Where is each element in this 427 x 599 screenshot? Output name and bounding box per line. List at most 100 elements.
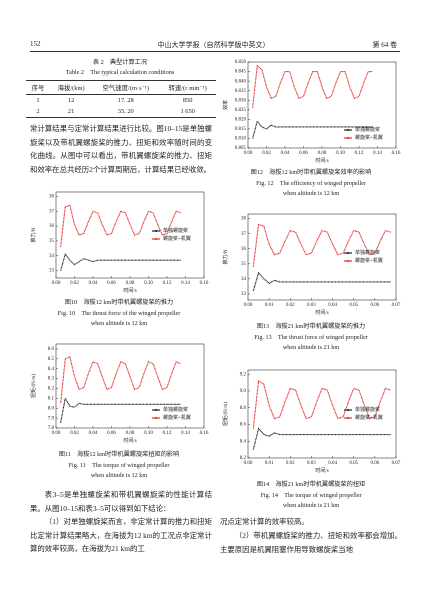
x-tick-label: 0.06 [107, 281, 116, 286]
cell: 21 [67, 108, 75, 115]
caption: 图10 海拔12 km时带机翼螺旋桨的推力 [64, 299, 174, 306]
caption-en: Fig. 10 The thrust force of the winged p… [57, 310, 181, 317]
x-tick-label: 0.14 [181, 431, 190, 436]
y-tick-label: 36 [49, 224, 55, 229]
legend-marker [347, 129, 349, 131]
series-line [252, 427, 391, 450]
y-axis-label: 效率 [222, 100, 229, 110]
y-tick-label: 35 [49, 239, 55, 244]
legend-label: 单独螺旋桨 [355, 249, 380, 256]
x-tick-label: 0.00 [244, 461, 253, 466]
legend-label: 螺旋桨+机翼 [163, 414, 191, 421]
y-tick-label: 8.1 [48, 396, 55, 401]
x-tick-label: 0.08 [126, 281, 135, 286]
x-tick-label: 0.06 [370, 303, 379, 308]
column-header: 海拔/(km) [57, 85, 85, 92]
caption-en: when altitude is 12 km [282, 190, 340, 197]
x-tick-label: 0.07 [392, 461, 401, 466]
series-line [60, 204, 182, 247]
legend-marker [347, 409, 349, 411]
y-tick-label: 0.805 [235, 146, 247, 151]
chart: 33 34 35 36 37 38 0.00 0.02 0.04 0.06 0.08 0.10 0.12… [30, 191, 209, 294]
x-tick-label: 0.04 [89, 431, 98, 436]
x-tick-label: 0.01 [265, 303, 274, 308]
volume: 第 64 卷 [372, 41, 398, 49]
y-tick-label: 8.8 [240, 406, 247, 411]
chart: 8.2 8.4 8.6 8.8 9.0 9.2 0.00 0.01 0.02 0.03 0.04 0.… [222, 369, 401, 474]
y-tick-label: 8.2 [48, 387, 55, 392]
series-line [252, 223, 391, 267]
caption-en: Fig. 12 The efficiency of winged propell… [256, 180, 366, 187]
y-tick-label: 7.9 [48, 416, 55, 421]
series-line [252, 64, 373, 108]
y-axis-label: 推力/N [222, 249, 229, 264]
y-tick-label: 33 [241, 292, 247, 297]
x-tick-label: 0.03 [307, 303, 316, 308]
caption-en: when altitude is 12 km [90, 472, 148, 479]
caption-en: when altitude is 21 km [282, 502, 340, 509]
x-tick-label: 0.05 [349, 303, 358, 308]
x-axis-label: 时间/s [315, 157, 328, 164]
legend-label: 单独螺旋桨 [163, 227, 188, 234]
y-tick-label: 8.6 [48, 347, 55, 352]
x-tick-label: 0.08 [318, 151, 327, 156]
y-tick-label: 0.845 [235, 70, 247, 75]
paragraph: （1）对单独螺旋桨而言，非定常计算的推力和扭矩比定常计算结果略大，在海拔为12 … [30, 517, 212, 553]
y-tick-label: 0.825 [235, 108, 247, 113]
x-tick-label: 0.04 [281, 151, 290, 156]
y-tick-label: 8.2 [240, 456, 247, 461]
x-tick-label: 0.02 [70, 431, 79, 436]
y-tick-label: 8.3 [48, 377, 55, 382]
series-line [60, 253, 181, 271]
y-axis-label: 推力/N [30, 227, 37, 242]
table-title-en: Table 2 The typical calculation conditio… [65, 69, 175, 76]
x-tick-label: 0.16 [200, 281, 209, 286]
y-tick-label: 0.810 [235, 137, 247, 142]
x-tick-label: 0.10 [144, 281, 153, 286]
x-tick-label: 0.05 [349, 461, 358, 466]
y-tick-label: 37 [241, 232, 247, 237]
chart: 7.8 7.9 8.0 8.1 8.2 8.3 8.4 8.5 8.6 0.00 0.02 0.04 0… [30, 343, 209, 444]
cell: 35. 20 [117, 108, 134, 115]
x-tick-label: 0.00 [244, 303, 253, 308]
y-tick-label: 9.2 [240, 372, 247, 377]
table: 序号 海拔/(km) 空气速度/(m·s⁻¹) 转速/(r·min⁻¹) 1 12… [26, 80, 216, 118]
y-tick-label: 0.820 [235, 117, 247, 122]
x-tick-label: 0.10 [144, 431, 153, 436]
x-tick-label: 0.00 [244, 151, 253, 156]
x-tick-label: 0.16 [392, 151, 401, 156]
x-tick-label: 0.00 [52, 431, 61, 436]
x-tick-label: 0.03 [307, 461, 316, 466]
x-tick-label: 0.02 [286, 461, 295, 466]
y-tick-label: 38 [49, 195, 55, 200]
x-tick-label: 0.12 [163, 431, 172, 436]
y-tick-label: 37 [49, 209, 55, 214]
x-tick-label: 0.08 [126, 431, 135, 436]
y-tick-label: 35 [241, 262, 247, 267]
x-tick-label: 0.06 [107, 431, 116, 436]
x-axis-label: 时间/s [315, 467, 328, 474]
cell: 17. 28 [117, 97, 134, 104]
x-axis-label: 时间/s [123, 437, 136, 444]
chart: 0.805 0.810 0.815 0.820 0.825 0.830 0.835 0.840… [222, 60, 401, 164]
series-line [60, 356, 182, 404]
y-tick-label: 34 [241, 277, 247, 282]
paragraph: （2）带机翼螺旋桨的推力、扭矩和效率都会增加。主要原因是机翼阻塞作用导致螺旋桨当… [220, 531, 402, 554]
y-tick-label: 8.4 [240, 439, 247, 444]
y-tick-label: 36 [241, 247, 247, 252]
x-tick-label: 0.04 [328, 303, 337, 308]
cell: 12 [67, 97, 75, 104]
x-axis-label: 时间/s [315, 309, 328, 316]
cell: 850 [182, 97, 193, 104]
legend-marker [155, 417, 157, 419]
x-tick-label: 0.12 [355, 151, 364, 156]
plot-frame [247, 213, 397, 301]
y-tick-label: 8.0 [48, 406, 55, 411]
legend-marker [347, 137, 349, 139]
x-tick-label: 0.14 [181, 281, 190, 286]
caption: 图11 海拔12 km时带机翼螺旋桨扭矩的影响 [58, 451, 180, 458]
y-tick-label: 0.835 [235, 89, 247, 94]
cell: 2 [36, 108, 40, 115]
series-line [252, 271, 391, 292]
plot-frame [247, 369, 397, 459]
